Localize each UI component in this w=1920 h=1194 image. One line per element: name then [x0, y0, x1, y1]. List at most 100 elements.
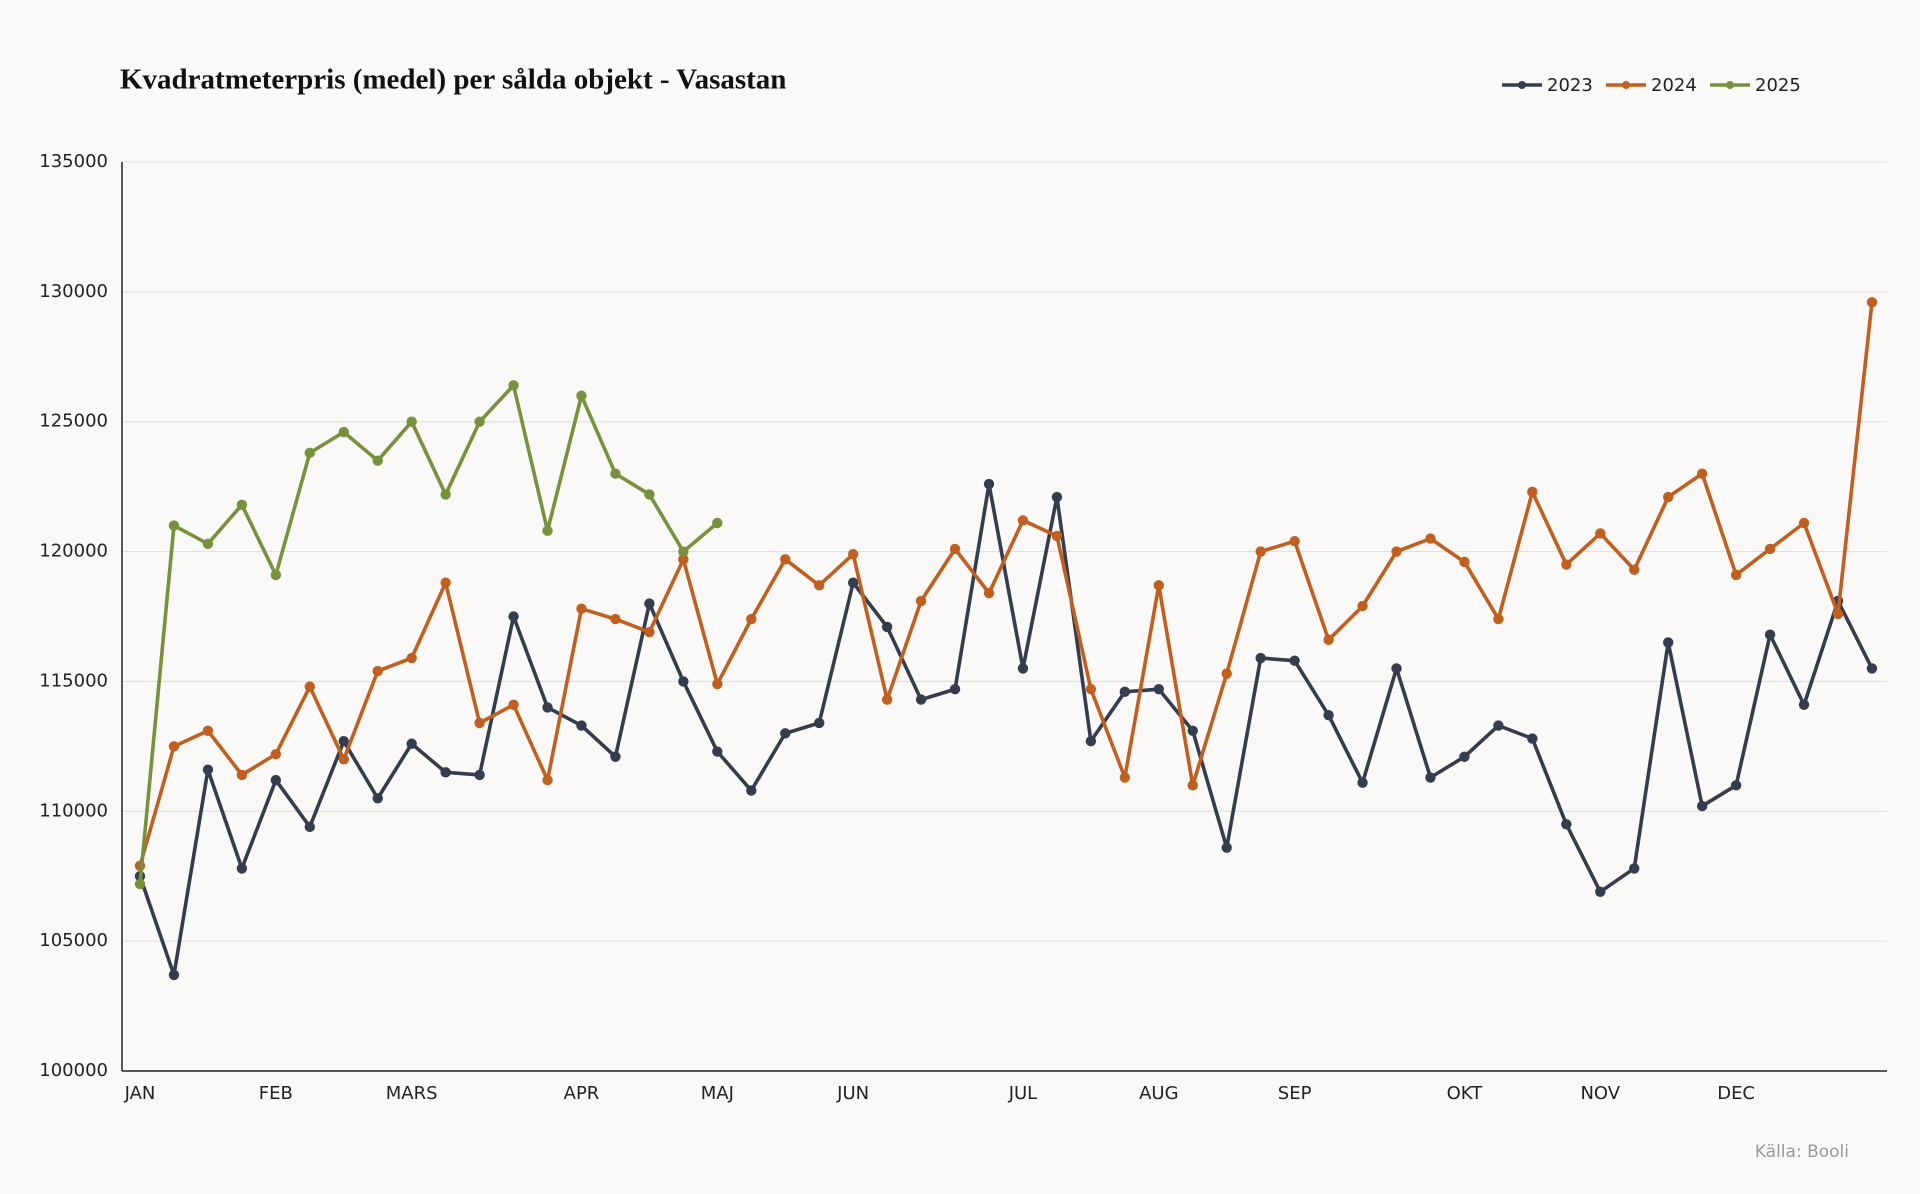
data-point: [1289, 535, 1300, 547]
data-point: [168, 520, 180, 531]
data-point: [1255, 652, 1266, 664]
data-point: [915, 694, 927, 705]
data-point: [304, 447, 315, 459]
data-point: [338, 426, 349, 438]
data-point: [304, 821, 315, 833]
data-point: [1561, 819, 1572, 830]
data-point: [1221, 842, 1232, 853]
data-point: [1425, 533, 1436, 544]
data-point: [847, 577, 859, 588]
data-point: [1357, 777, 1368, 788]
data-point: [814, 580, 825, 591]
x-tick-label: SEP: [1278, 1083, 1312, 1104]
x-tick-label: APR: [564, 1083, 600, 1104]
x-tick-label: AUG: [1139, 1083, 1178, 1104]
data-point: [270, 569, 282, 581]
data-point: [644, 489, 655, 500]
data-point: [881, 621, 893, 633]
data-point: [1663, 637, 1674, 648]
data-point: [1119, 772, 1131, 783]
data-point: [338, 754, 349, 765]
data-point: [1561, 559, 1572, 570]
data-point: [474, 717, 485, 729]
x-tick-label: JUN: [836, 1083, 869, 1104]
data-point: [440, 577, 451, 588]
data-point: [881, 694, 893, 705]
data-point: [236, 863, 248, 874]
data-point: [168, 741, 180, 752]
data-point: [949, 543, 961, 555]
data-point: [508, 611, 519, 622]
series-line: [138, 482, 1874, 977]
data-point: [1119, 686, 1131, 698]
data-point: [1459, 751, 1470, 762]
data-point: [474, 416, 485, 427]
data-point: [406, 738, 417, 749]
source: Källa: Booli: [1755, 1142, 1849, 1162]
data-point: [1730, 569, 1742, 581]
data-point: [1832, 608, 1844, 620]
data-point: [440, 767, 451, 778]
data-point: [644, 598, 655, 609]
x-tick-label: OKT: [1447, 1083, 1484, 1104]
data-point: [1255, 546, 1266, 557]
data-point: [678, 554, 689, 565]
data-point: [678, 546, 689, 557]
y-tick-label: 135000: [39, 151, 108, 172]
data-point: [746, 785, 757, 796]
data-point: [372, 793, 383, 804]
data-point: [134, 878, 146, 890]
data-point: [1051, 530, 1063, 542]
data-point: [1493, 720, 1504, 731]
legend-dot: [1518, 81, 1526, 89]
data-point: [576, 603, 587, 614]
x-tick-label: NOV: [1580, 1083, 1620, 1104]
data-point: [270, 748, 282, 760]
chart-title: Kvadratmeterpris (medel) per sålda objek…: [120, 64, 786, 96]
data-point: [372, 665, 383, 677]
data-point: [1153, 684, 1165, 695]
data-point: [338, 735, 349, 747]
data-point: [202, 725, 214, 736]
data-point: [1425, 772, 1436, 783]
data-point: [236, 769, 248, 781]
data-point: [1153, 580, 1165, 591]
data-point: [1289, 655, 1300, 666]
y-tick-label: 115000: [39, 670, 108, 691]
data-point: [949, 684, 961, 695]
data-point: [542, 525, 553, 536]
data-point: [236, 499, 248, 511]
data-point: [983, 478, 995, 490]
data-point: [168, 969, 180, 981]
data-point: [847, 548, 859, 560]
data-point: [1459, 556, 1470, 568]
data-point: [1866, 663, 1878, 674]
data-point: [1595, 886, 1606, 897]
data-point: [1527, 486, 1538, 498]
x-tick-label: DEC: [1717, 1083, 1755, 1104]
data-point: [1187, 780, 1198, 791]
data-point: [508, 699, 519, 711]
data-point: [508, 380, 519, 391]
data-point: [610, 613, 621, 625]
data-point: [474, 769, 485, 781]
y-tick-label: 110000: [39, 800, 108, 821]
y-tick-label: 100000: [39, 1060, 108, 1081]
legend-dot: [1726, 81, 1734, 89]
data-point: [1493, 613, 1504, 625]
y-tick-label: 130000: [39, 281, 108, 302]
y-tick-label: 105000: [39, 930, 108, 951]
data-point: [712, 517, 723, 529]
data-point: [1798, 517, 1810, 529]
data-point: [542, 774, 553, 786]
data-point: [1527, 733, 1538, 744]
data-point: [712, 678, 723, 690]
x-tick-label: MAJ: [701, 1083, 734, 1104]
data-point: [1085, 735, 1097, 747]
data-point: [1017, 663, 1029, 674]
data-point: [304, 681, 315, 692]
data-point: [542, 702, 553, 713]
data-point: [202, 538, 214, 549]
data-point: [1017, 515, 1029, 526]
